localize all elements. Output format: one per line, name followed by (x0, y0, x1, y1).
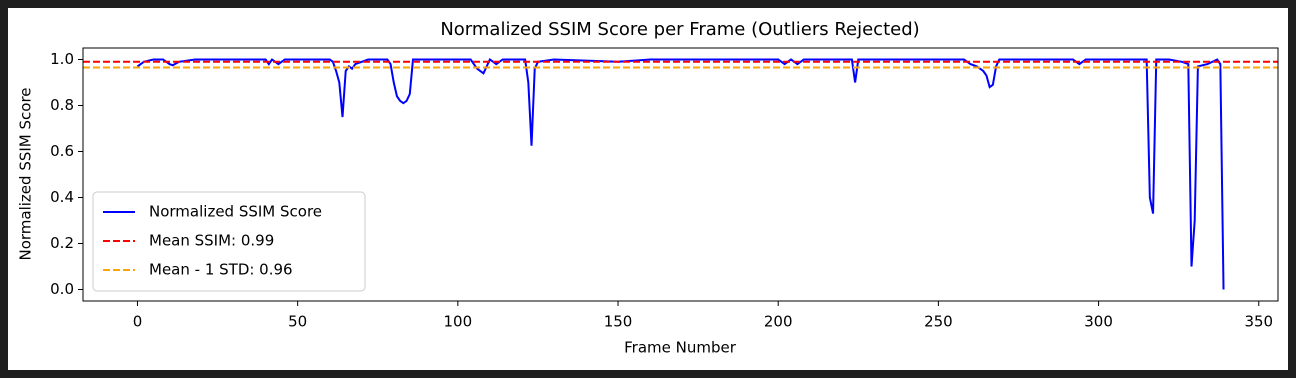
x-tick-label: 300 (1084, 313, 1113, 331)
y-axis-label: Normalized SSIM Score (17, 87, 35, 260)
plot-frame (82, 47, 1279, 302)
x-tick-label: 150 (604, 313, 633, 331)
legend-label: Normalized SSIM Score (149, 203, 322, 221)
legend-label: Mean - 1 STD: 0.96 (149, 261, 293, 279)
legend-label: Mean SSIM: 0.99 (149, 232, 274, 250)
x-axis-label: Frame Number (624, 339, 737, 357)
y-tick-label: 0.8 (50, 96, 74, 114)
y-tick-label: 1.0 (50, 50, 74, 68)
x-tick-label: 350 (1244, 313, 1273, 331)
x-tick-label: 200 (764, 313, 793, 331)
x-tick-label: 50 (288, 313, 307, 331)
x-tick-label: 100 (444, 313, 473, 331)
x-tick-label: 250 (924, 313, 953, 331)
y-tick-label: 0.0 (50, 280, 74, 298)
data-line (136, 57, 1225, 290)
chart-title: Normalized SSIM Score per Frame (Outlier… (440, 19, 919, 40)
y-tick-label: 0.2 (50, 234, 74, 252)
y-tick-label: 0.4 (50, 188, 74, 206)
legend-box (92, 191, 366, 292)
x-tick-label: 0 (133, 313, 143, 331)
y-tick-label: 0.6 (50, 142, 74, 160)
